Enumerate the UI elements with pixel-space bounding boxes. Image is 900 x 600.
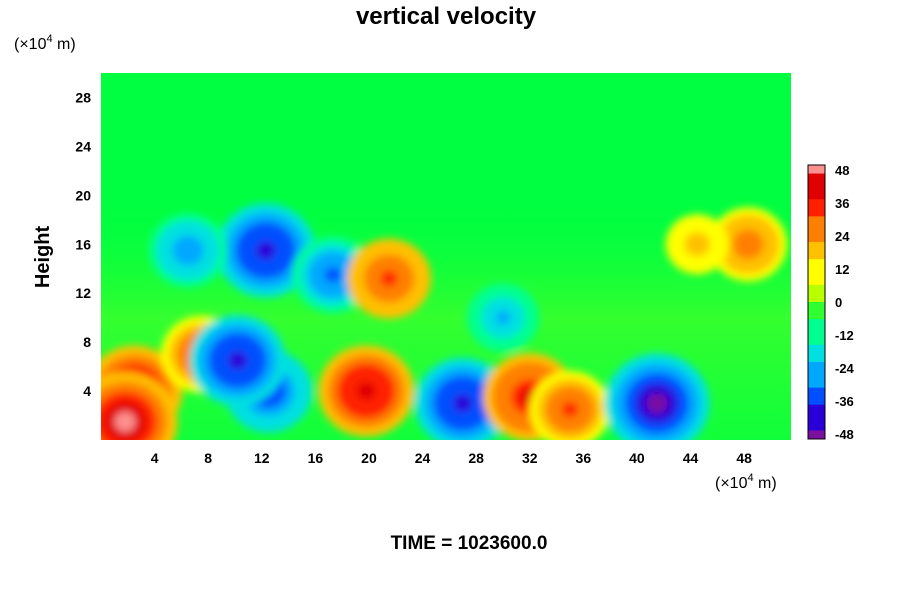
x-tick-label: 24 — [415, 450, 431, 466]
velocity-feature — [189, 314, 286, 407]
colorbar-segment — [808, 396, 825, 406]
colorbar-tick-label: -48 — [835, 427, 854, 442]
chart-title: vertical velocity — [356, 3, 537, 30]
x-axis-ticks: 4 8 12 16 20 24 28 32 36 40 44 48 — [151, 450, 752, 466]
colorbar-segment — [808, 413, 825, 423]
contour-level — [356, 381, 376, 401]
colorbar-segment — [808, 224, 825, 234]
contour-level — [180, 242, 196, 258]
colorbar-segment — [808, 250, 825, 260]
colorbar-segment — [808, 361, 825, 371]
colorbar-segment — [808, 353, 825, 363]
x-tick-label: 4 — [151, 450, 159, 466]
colorbar-tick-label: 12 — [835, 262, 849, 277]
velocity-feature — [665, 214, 729, 275]
colorbar-segment — [808, 327, 825, 337]
velocity-feature — [414, 357, 511, 440]
colorbar-segment — [808, 344, 825, 354]
x-tick-label: 36 — [576, 450, 592, 466]
contour-level — [114, 411, 136, 432]
colorbar-segment — [808, 267, 825, 277]
plot-area — [101, 73, 791, 440]
velocity-feature — [604, 353, 710, 440]
colorbar-segment — [808, 182, 825, 192]
colorbar-segment — [808, 199, 825, 209]
contour-level — [453, 394, 473, 413]
velocity-feature — [101, 371, 178, 440]
x-tick-label: 16 — [308, 450, 324, 466]
colorbar-segment — [808, 421, 825, 431]
x-tick-label: 44 — [683, 450, 699, 466]
y-tick-label: 12 — [75, 285, 91, 301]
y-tick-label: 28 — [75, 89, 91, 105]
colorbar-segment — [808, 293, 825, 303]
contour-level — [740, 236, 756, 252]
colorbar-tick-label: 36 — [835, 196, 849, 211]
colorbar-segment — [808, 190, 825, 200]
x-tick-label: 20 — [361, 450, 377, 466]
colorbar-tick-label: -36 — [835, 394, 854, 409]
colorbar-segment — [808, 302, 825, 312]
y-tick-label: 8 — [83, 334, 91, 350]
colorbar: 48 36 24 12 0 -12 -24 -36 -48 — [807, 163, 855, 442]
x-axis-unit: (×104 m) — [715, 472, 777, 492]
colorbar-segment — [808, 370, 825, 380]
contour-level — [646, 393, 668, 414]
contour-level — [228, 351, 248, 370]
contour-level — [690, 238, 704, 251]
y-axis-ticks: 4 8 12 16 20 24 28 — [75, 89, 91, 399]
colorbar-tick-label: 0 — [835, 295, 842, 310]
y-axis-unit: (×104 m) — [14, 33, 76, 53]
y-tick-label: 4 — [83, 383, 91, 399]
colorbar-segment — [808, 387, 825, 397]
colorbar-segment — [808, 207, 825, 217]
contour-level — [324, 267, 341, 283]
colorbar-tick-label: -24 — [835, 361, 855, 376]
x-tick-label: 32 — [522, 450, 538, 466]
x-tick-label: 48 — [736, 450, 752, 466]
colorbar-segment — [808, 310, 825, 320]
time-label: TIME = 1023600.0 — [391, 533, 548, 554]
velocity-features — [101, 203, 788, 440]
velocity-feature — [318, 345, 415, 437]
colorbar-segment — [808, 173, 825, 183]
x-tick-label: 8 — [204, 450, 212, 466]
colorbar-segment — [808, 319, 825, 329]
x-tick-label: 12 — [254, 450, 270, 466]
colorbar-tick-label: -12 — [835, 328, 854, 343]
colorbar-segment — [808, 430, 825, 440]
colorbar-segment — [808, 276, 825, 286]
colorbar-segment — [808, 284, 825, 294]
y-tick-label: 24 — [75, 138, 91, 154]
x-tick-label: 40 — [629, 450, 645, 466]
velocity-feature — [216, 203, 316, 298]
colorbar-segment — [808, 165, 825, 175]
colorbar-frame — [807, 164, 826, 440]
colorbar-tick-label: 48 — [835, 163, 849, 178]
colorbar-tick-label: 24 — [835, 229, 850, 244]
colorbar-segment — [808, 259, 825, 269]
y-tick-label: 20 — [75, 187, 91, 203]
contour-level — [255, 240, 276, 260]
velocity-feature — [149, 213, 228, 288]
x-tick-label: 28 — [468, 450, 484, 466]
colorbar-segment — [808, 404, 825, 414]
contour-level — [561, 401, 579, 418]
contour-level — [495, 310, 511, 325]
colorbar-segment — [808, 379, 825, 389]
y-tick-label: 16 — [75, 236, 91, 252]
colorbar-segment — [808, 233, 825, 243]
colorbar-segment — [808, 336, 825, 346]
velocity-feature — [529, 370, 611, 440]
velocity-feature — [347, 238, 432, 319]
contour-level — [380, 270, 398, 287]
colorbar-segment — [808, 242, 825, 252]
colorbar-segment — [808, 216, 825, 226]
velocity-feature — [709, 207, 788, 282]
y-axis-label: Height — [32, 226, 54, 289]
velocity-feature — [466, 283, 539, 352]
